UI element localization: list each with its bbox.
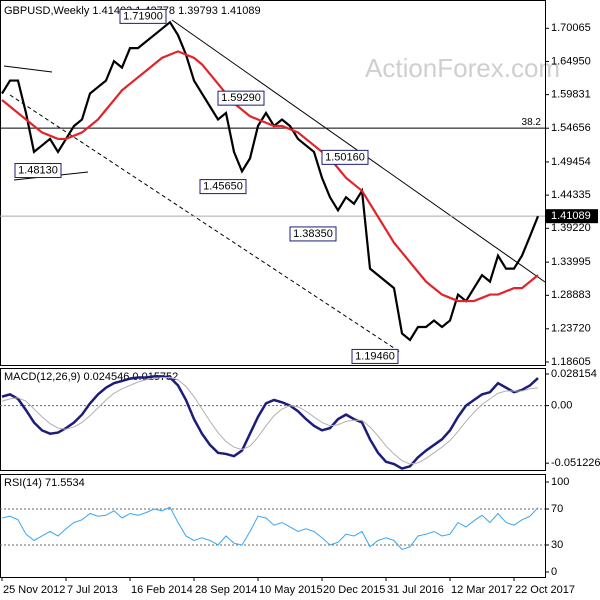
x-tick-label: 7 Jul 2013 <box>67 584 118 596</box>
series-line <box>1 375 539 470</box>
price-label: 1.48130 <box>18 164 58 176</box>
y-tick-label: 1.49454 <box>551 156 591 168</box>
y-tick-label: 1.59831 <box>551 89 591 101</box>
x-tick-label: 25 Nov 2012 <box>3 584 65 596</box>
trend-line <box>3 65 53 73</box>
y-tick-label: 0 <box>551 566 557 578</box>
y-tick-label: 0.00 <box>551 400 572 412</box>
price-label-box <box>217 90 265 106</box>
y-tick-label: 1.39220 <box>551 222 591 234</box>
current-price-box <box>546 209 598 224</box>
x-tick-label: 20 Dec 2015 <box>323 584 385 596</box>
price-label: 1.45650 <box>203 181 243 193</box>
price-label-box <box>321 149 369 165</box>
y-tick-label: -0.051226 <box>551 457 600 469</box>
y-tick-label: 30 <box>551 539 563 551</box>
x-tick-label: 22 Oct 2017 <box>515 584 575 596</box>
series-line <box>1 20 540 342</box>
x-tick-label: 28 Sep 2014 <box>195 584 257 596</box>
series-line <box>1 377 539 465</box>
x-tick-label: 10 May 2015 <box>259 584 323 596</box>
series-line <box>1 506 539 551</box>
rsi-title: RSI(14) 71.5534 <box>4 477 85 489</box>
fib-label: 38.2 <box>522 117 542 128</box>
x-tick-label: 12 Mar 2017 <box>451 584 513 596</box>
y-tick-label: 1.23720 <box>551 323 591 335</box>
rsi-panel <box>0 474 546 578</box>
y-tick-label: 1.64950 <box>551 55 591 67</box>
price-label: 1.50160 <box>325 151 365 163</box>
price-label: 1.71900 <box>123 10 163 22</box>
price-label: 1.59290 <box>221 92 261 104</box>
watermark: ActionForex.com <box>365 53 560 83</box>
y-tick-label: 100 <box>551 476 569 488</box>
series-line <box>1 50 539 303</box>
y-tick-label: 0.028154 <box>551 368 597 380</box>
price-label: 1.19460 <box>355 350 395 362</box>
price-label-box <box>199 179 247 195</box>
y-tick-label: 1.54656 <box>551 122 591 134</box>
y-tick-label: 1.18605 <box>551 356 591 368</box>
y-tick-label: 70 <box>551 503 563 515</box>
macd-panel <box>0 368 546 471</box>
macd-title: MACD(12,26,9) 0.024546 0.015752 <box>4 371 178 383</box>
price-label: 1.38350 <box>293 228 333 240</box>
price-label-box <box>14 163 62 179</box>
x-tick-label: 31 Jul 2016 <box>387 584 444 596</box>
price-label-box <box>289 226 337 242</box>
price-label-box <box>351 348 399 364</box>
x-tick-label: 16 Feb 2014 <box>131 584 193 596</box>
price-label-box <box>119 8 167 24</box>
price-panel <box>0 0 546 366</box>
trend-line <box>9 94 401 353</box>
y-tick-label: 1.28883 <box>551 289 591 301</box>
y-tick-label: 1.44335 <box>551 189 591 201</box>
current-price-label: 1.41089 <box>551 210 591 222</box>
y-tick-label: 1.70065 <box>551 22 591 34</box>
y-tick-label: 1.33995 <box>551 256 591 268</box>
